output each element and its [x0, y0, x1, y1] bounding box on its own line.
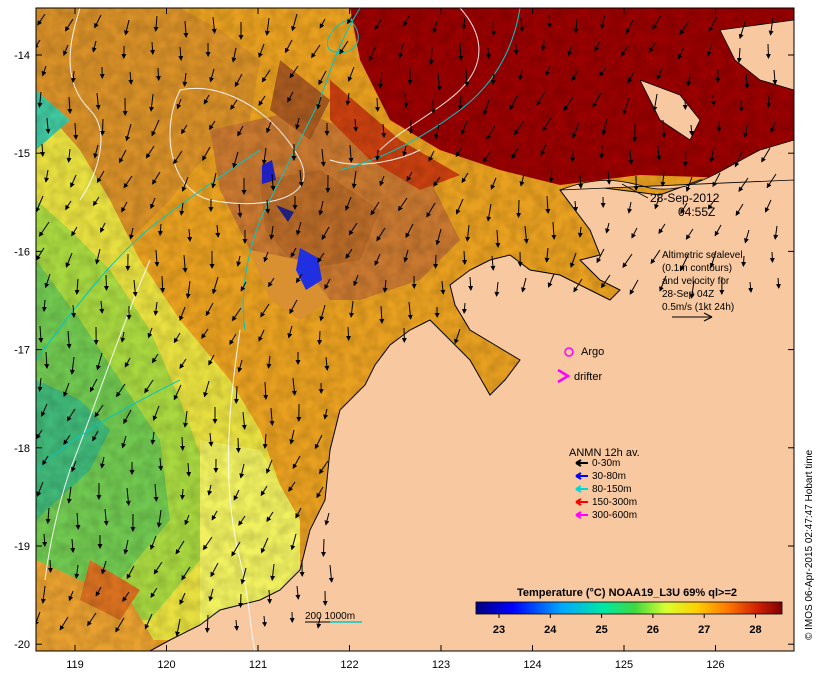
lon-tick-label: 120 — [157, 659, 175, 671]
land-mass — [149, 19, 794, 651]
plot-frame — [35, 7, 795, 652]
colorbar-tick-label: 25 — [595, 624, 607, 636]
altimetry-annotation: Altimetric sealevel (0.1m contours) and … — [662, 250, 743, 322]
lon-tick-label: 121 — [249, 659, 267, 671]
colorbar-gradient — [475, 601, 783, 615]
lat-tick-label: -19 — [14, 541, 30, 553]
anmn-legend: ANMN 12h av. 0-30m 30-80m 80-150m 150-300m 3… — [569, 447, 640, 521]
colorbar-tick-label: 28 — [749, 624, 761, 636]
argo-label: Argo — [581, 346, 604, 358]
colorbar-tick-label: 24 — [544, 624, 557, 636]
anmn-title: ANMN 12h av. — [569, 447, 640, 459]
lon-tick-label: 123 — [432, 659, 450, 671]
colorbar-tick-label: 27 — [698, 624, 710, 636]
lon-tick-label: 125 — [615, 659, 633, 671]
time-line: 04:55Z — [678, 205, 715, 219]
anmn-item-label: 30-80m — [592, 471, 626, 482]
lat-tick-label: -18 — [14, 443, 30, 455]
sea-level-contours — [44, 8, 480, 651]
date-line1: 28-Sep-2012 — [650, 191, 720, 205]
date-annotation: 28-Sep-2012 04:55Z — [621, 183, 720, 219]
colorbar-tick-label: 26 — [647, 624, 659, 636]
velocity-arrow-field — [36, 13, 781, 637]
latitude-axis: -14 -15 -16 -17 -18 -19 -20 — [14, 50, 794, 651]
bathymetry-label: 200 1000m — [305, 611, 355, 622]
lat-tick-label: -16 — [14, 246, 30, 258]
lon-tick-label: 119 — [66, 659, 84, 671]
lat-tick-label: -14 — [14, 50, 30, 62]
drifter-chevron-icon — [557, 368, 571, 384]
anmn-item-label: 300-600m — [592, 510, 637, 521]
colorbar-title: Temperature (°C) NOAA19_L3U 69% ql>=2 — [517, 587, 737, 599]
lat-tick-label: -17 — [14, 345, 30, 357]
altimetry-line-1: Altimetric sealevel — [662, 250, 743, 261]
anmn-item-label: 80-150m — [592, 484, 631, 495]
colorbar-tick-label: 23 — [493, 624, 505, 636]
longitude-axis: 119 120 121 122 123 124 125 126 — [66, 8, 725, 671]
anmn-item-label: 0-30m — [592, 458, 620, 469]
drifter-label: drifter — [574, 371, 602, 383]
lon-tick-label: 122 — [340, 659, 358, 671]
altimetry-line-2: (0.1m contours) — [662, 263, 732, 274]
lon-tick-label: 124 — [523, 659, 541, 671]
altimetry-line-3: and velocity for — [662, 276, 730, 287]
argo-circle-icon — [564, 347, 574, 357]
credit-line: © IMOS 06-Apr-2015 02:47:47 Hobart time — [804, 449, 815, 640]
bathymetry-legend: 200 1000m — [305, 611, 362, 623]
platform-legend: Argo drifter — [557, 346, 604, 384]
lat-tick-label: -15 — [14, 148, 30, 160]
altimetry-line-4: 28-Sep 04Z — [662, 289, 714, 300]
anmn-item-label: 150-300m — [592, 497, 637, 508]
lat-tick-label: -20 — [14, 639, 30, 651]
altimetry-line-5: 0.5m/s (1kt 24h) — [662, 302, 734, 313]
lon-tick-label: 126 — [706, 659, 724, 671]
temperature-colorbar: Temperature (°C) NOAA19_L3U 69% ql>=2 23… — [475, 587, 783, 636]
